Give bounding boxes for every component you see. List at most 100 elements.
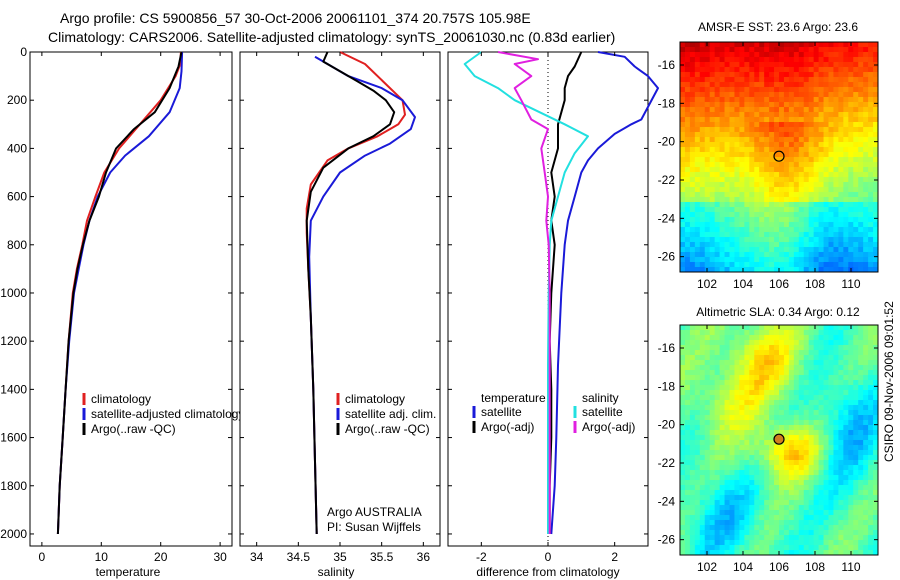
heatmap-cell — [764, 540, 770, 546]
heatmap-cell — [759, 227, 765, 233]
heatmap-cell — [729, 430, 735, 436]
heatmap-cell — [719, 212, 725, 218]
heatmap-cell — [699, 485, 706, 491]
heatmap-cell — [764, 52, 770, 58]
heatmap-cell — [769, 192, 775, 198]
heatmap-cell — [759, 247, 765, 253]
heatmap-cell — [863, 350, 869, 356]
heatmap-cell — [729, 77, 735, 83]
heatmap-cell — [873, 117, 879, 123]
heatmap-cell — [853, 500, 859, 506]
heatmap-cell — [724, 222, 730, 228]
heatmap-cell — [813, 350, 819, 356]
heatmap-cell — [779, 167, 785, 173]
heatmap-cell — [704, 375, 711, 381]
heatmap-cell — [694, 475, 701, 481]
heatmap-cell — [714, 242, 720, 248]
heatmap-cell — [823, 510, 829, 516]
heatmap-cell — [719, 57, 725, 63]
heatmap-cell — [769, 495, 775, 501]
heatmap-cell — [803, 197, 810, 203]
heatmap-cell — [853, 330, 859, 336]
heatmap-cell — [699, 92, 706, 98]
heatmap-cell — [680, 405, 686, 411]
heatmap-cell — [853, 325, 859, 331]
heatmap-cell — [709, 62, 716, 68]
heatmap-cell — [853, 455, 859, 461]
x-tick-label: 104 — [733, 277, 753, 291]
heatmap-cell — [838, 52, 844, 58]
heatmap-cell — [813, 107, 819, 113]
heatmap-cell — [709, 370, 716, 376]
heatmap-cell — [724, 380, 730, 386]
heatmap-cell — [868, 207, 874, 213]
heatmap-cell — [739, 495, 745, 501]
heatmap-cell — [788, 72, 795, 78]
heatmap-cell — [788, 237, 795, 243]
heatmap-cell — [769, 122, 775, 128]
heatmap-cell — [873, 67, 879, 73]
heatmap-cell — [739, 520, 745, 526]
heatmap-cell — [838, 505, 844, 511]
heatmap-cell — [868, 415, 874, 421]
heatmap-cell — [739, 415, 745, 421]
heatmap-cell — [719, 355, 725, 361]
heatmap-cell — [764, 227, 770, 233]
heatmap-cell — [689, 122, 696, 128]
heatmap-cell — [823, 177, 829, 183]
heatmap-cell — [853, 410, 859, 416]
heatmap-cell — [848, 142, 854, 148]
heatmap-cell — [684, 182, 691, 188]
heatmap-cell — [843, 435, 849, 441]
heatmap-cell — [853, 47, 859, 53]
heatmap-cell — [694, 415, 701, 421]
heatmap-cell — [818, 425, 824, 431]
heatmap-cell — [833, 107, 839, 113]
heatmap-cell — [724, 152, 730, 158]
heatmap-cell — [734, 335, 740, 341]
heatmap-cell — [808, 252, 815, 258]
heatmap-cell — [709, 222, 716, 228]
heatmap-cell — [739, 480, 745, 486]
heatmap-cell — [798, 102, 805, 108]
heatmap-cell — [783, 207, 790, 213]
heatmap-cell — [783, 267, 790, 273]
heatmap-cell — [699, 172, 706, 178]
heatmap-cell — [813, 92, 819, 98]
heatmap-cell — [699, 330, 706, 336]
heatmap-cell — [843, 335, 849, 341]
heatmap-cell — [689, 345, 696, 351]
heatmap-cell — [709, 132, 716, 138]
heatmap-cell — [843, 460, 849, 466]
heatmap-cell — [754, 450, 760, 456]
heatmap-cell — [808, 132, 815, 138]
heatmap-cell — [680, 370, 686, 376]
heatmap-cell — [769, 385, 775, 391]
heatmap-cell — [734, 72, 740, 78]
heatmap-cell — [699, 177, 706, 183]
heatmap-cell — [868, 445, 874, 451]
heatmap-cell — [774, 365, 780, 371]
heatmap-cell — [709, 167, 716, 173]
heatmap-cell — [788, 400, 795, 406]
heatmap-cell — [843, 127, 849, 133]
heatmap-cell — [853, 257, 859, 263]
heatmap-cell — [680, 395, 686, 401]
y-tick-label: -22 — [658, 173, 676, 187]
heatmap-cell — [680, 182, 686, 188]
heatmap-cell — [724, 525, 730, 531]
heatmap-cell — [798, 425, 805, 431]
heatmap-cell — [848, 122, 854, 128]
heatmap-cell — [833, 380, 839, 386]
heatmap-cell — [863, 330, 869, 336]
heatmap-cell — [754, 375, 760, 381]
heatmap-cell — [684, 217, 691, 223]
heatmap-cell — [749, 227, 755, 233]
heatmap-cell — [843, 92, 849, 98]
heatmap-cell — [734, 127, 740, 133]
heatmap-cell — [680, 77, 686, 83]
heatmap-cell — [858, 540, 864, 546]
heatmap-cell — [680, 380, 686, 386]
heatmap-cell — [774, 335, 780, 341]
heatmap-cell — [833, 340, 839, 346]
